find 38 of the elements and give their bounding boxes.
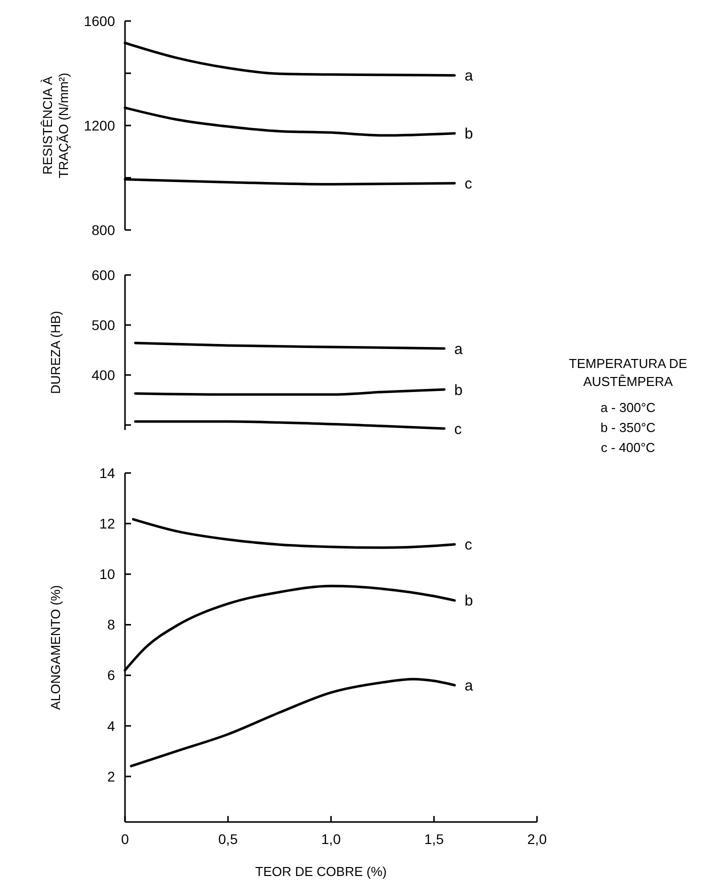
y-tick-label: 12 xyxy=(99,515,116,532)
y-tick-label: 600 xyxy=(92,266,116,283)
x-tick-label: 0 xyxy=(121,831,130,847)
series-label: c xyxy=(464,536,473,554)
line-series xyxy=(132,518,456,549)
x-tick-label: 1,5 xyxy=(424,831,444,847)
y-tick-label: 6 xyxy=(107,667,116,684)
line-series xyxy=(130,678,456,768)
y-axis-title: DUREZA (HB) xyxy=(48,310,63,394)
y-tick-label: 8 xyxy=(107,616,116,633)
y-tick-label: 500 xyxy=(92,316,116,333)
x-axis-title: TEOR DE COBRE (%) xyxy=(255,864,387,879)
series-label: b xyxy=(464,126,473,143)
text: b - 350°C xyxy=(600,420,656,435)
series-label: c xyxy=(464,175,473,192)
y-tick-label: 10 xyxy=(99,566,116,582)
x-tick-label: 2,0 xyxy=(527,831,547,847)
y-axis-title: RESISTÊNCIA À TRAÇÃO (N/mm²) xyxy=(40,72,71,178)
series-label: b xyxy=(454,382,463,399)
y-tick-label: 1600 xyxy=(84,12,116,29)
series-label: b xyxy=(464,592,473,610)
series-label: c xyxy=(454,420,462,438)
y-tick-label: 4 xyxy=(107,718,116,734)
y-axis-title: ALONGAMENTO (%) xyxy=(48,585,63,710)
text: TEMPERATURA DE AUSTÊMPERA xyxy=(568,356,688,389)
x-tick-label: 0,5 xyxy=(218,831,238,847)
text: c - 400°C xyxy=(600,440,656,455)
series-label: a xyxy=(454,340,464,358)
y-tick-label: 1200 xyxy=(84,117,116,134)
y-tick-label: 2 xyxy=(107,768,116,784)
y-tick-label: 400 xyxy=(92,366,116,383)
y-tick-label: 800 xyxy=(92,222,116,238)
text: a - 300°C xyxy=(600,400,656,415)
line-series xyxy=(134,420,446,430)
y-tick-label: 14 xyxy=(99,464,116,481)
x-tick-label: 1,0 xyxy=(321,831,341,847)
series-label: a xyxy=(464,68,474,85)
series-label: a xyxy=(464,677,474,694)
